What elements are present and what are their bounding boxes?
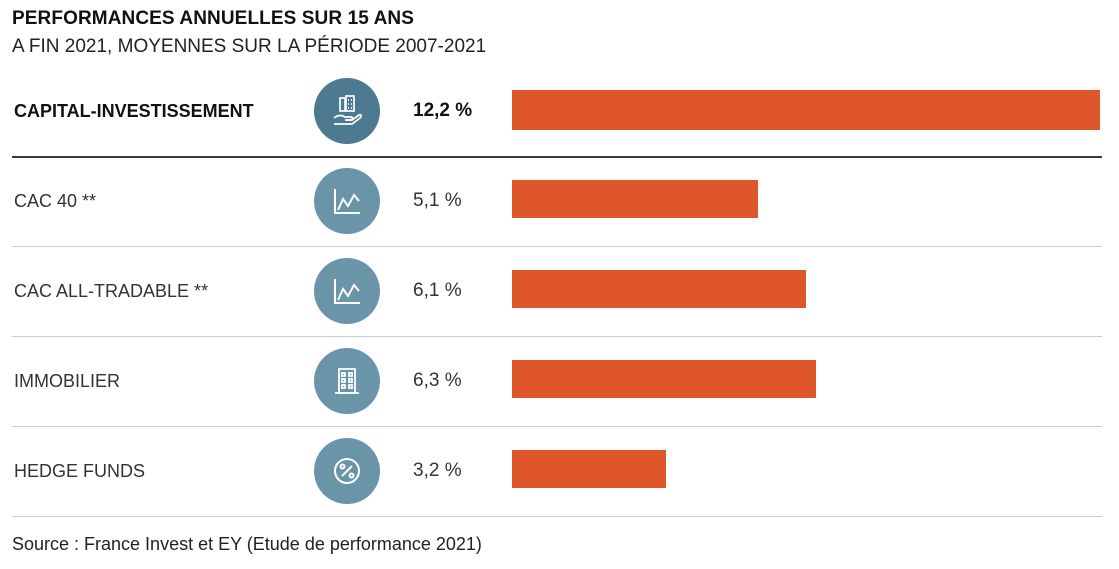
- hand-buildings-icon: [314, 78, 380, 144]
- value-label: 5,1 %: [413, 190, 462, 211]
- source-note: Source : France Invest et EY (Etude de p…: [12, 534, 482, 554]
- row-divider: [12, 426, 1102, 427]
- category-label: CAPITAL-INVESTISSEMENT: [14, 101, 254, 121]
- value-label: 6,1 %: [413, 280, 462, 301]
- chart-title: PERFORMANCES ANNUELLES SUR 15 ANS: [12, 8, 414, 29]
- bar: [512, 270, 806, 308]
- line-chart-icon: [314, 258, 380, 324]
- chart-subtitle: A FIN 2021, MOYENNES SUR LA PÉRIODE 2007…: [12, 36, 487, 57]
- row-divider: [12, 156, 1102, 158]
- category-label: CAC ALL-TRADABLE **: [14, 281, 209, 301]
- percent-icon: [314, 438, 380, 504]
- bar-chart: CAPITAL-INVESTISSEMENT 12,2 % CAC 40 ** 5,1…: [0, 66, 1119, 517]
- bar: [512, 360, 816, 398]
- category-label: HEDGE FUNDS: [14, 461, 146, 481]
- chart-row: CAC 40 ** 5,1 %: [0, 156, 1119, 246]
- value-label: 6,3 %: [413, 370, 462, 391]
- building-icon: [314, 348, 380, 414]
- value-label: 3,2 %: [413, 460, 462, 481]
- row-divider: [12, 246, 1102, 247]
- row-divider: [12, 516, 1102, 517]
- chart-row: IMMOBILIER 6,3 %: [0, 336, 1119, 426]
- row-divider: [12, 336, 1102, 337]
- line-chart-icon: [314, 168, 380, 234]
- bar: [512, 450, 666, 488]
- chart-row: CAC ALL-TRADABLE ** 6,1 %: [0, 246, 1119, 336]
- value-label: 12,2 %: [413, 100, 473, 121]
- category-label: CAC 40 **: [14, 191, 97, 211]
- bar: [512, 180, 758, 218]
- chart-row: CAPITAL-INVESTISSEMENT 12,2 %: [0, 66, 1119, 156]
- category-label: IMMOBILIER: [14, 371, 121, 391]
- bar: [512, 90, 1100, 130]
- chart-row: HEDGE FUNDS 3,2 %: [0, 426, 1119, 516]
